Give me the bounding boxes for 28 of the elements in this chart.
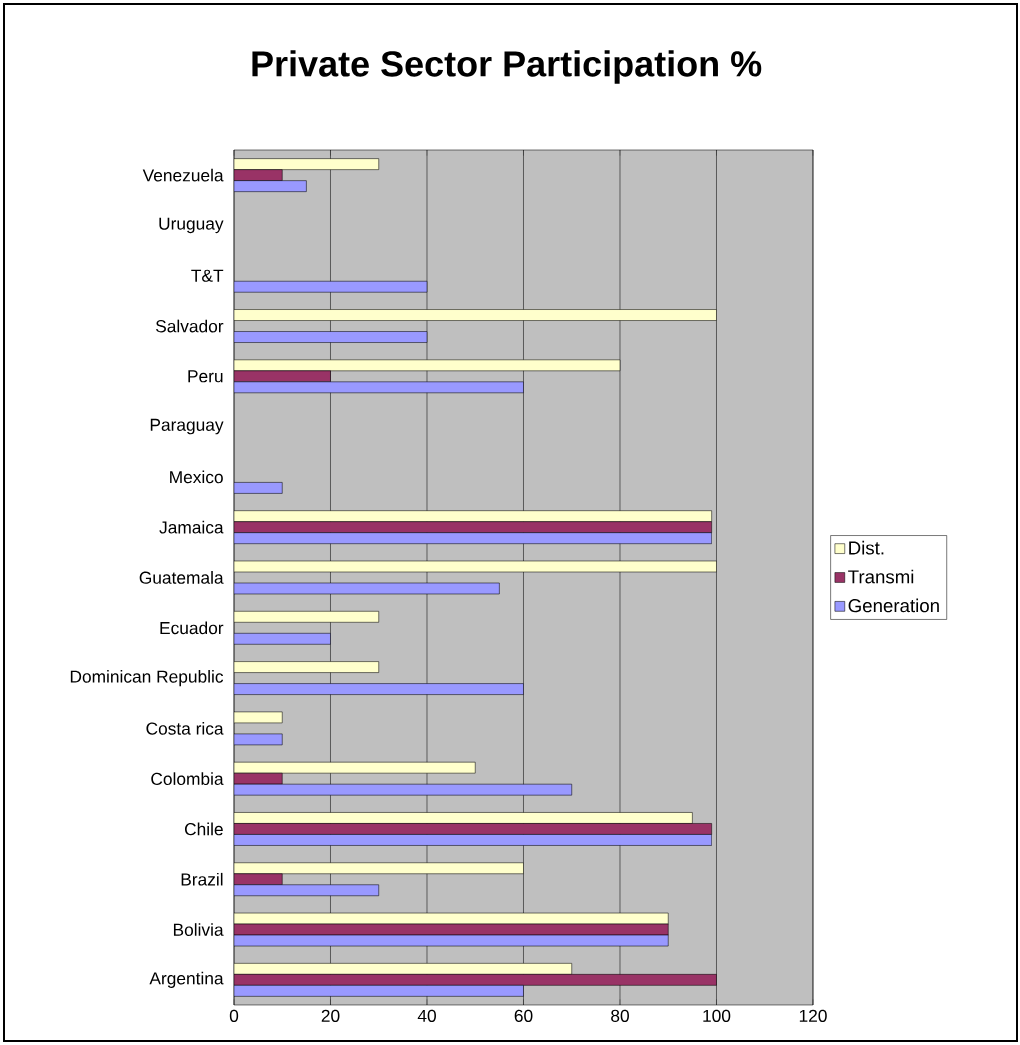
y-tick-label: Salvador bbox=[155, 319, 224, 333]
x-tick-label: 120 bbox=[799, 1009, 827, 1022]
legend-label: Dist. bbox=[849, 540, 884, 555]
y-tick-label: T&T bbox=[191, 269, 224, 282]
y-tick-label: Guatemala bbox=[139, 571, 224, 584]
y-tick-label: Jamaica bbox=[159, 520, 224, 534]
x-tick-label: 100 bbox=[703, 1009, 731, 1022]
y-tick-label: Chile bbox=[184, 822, 223, 836]
y-tick-label: Bolivia bbox=[173, 923, 224, 936]
x-tick-label: 40 bbox=[417, 1009, 436, 1022]
y-tick-label: Paraguay bbox=[150, 418, 224, 435]
legend-label: Generation bbox=[848, 598, 939, 613]
x-tick-label: 0 bbox=[229, 1009, 239, 1022]
y-tick-label: Colombia bbox=[151, 772, 224, 786]
y-tick-label: Costa rica bbox=[146, 722, 224, 735]
y-tick-label: Brazil bbox=[181, 872, 223, 886]
y-tick-label: Dominican Republic bbox=[70, 669, 224, 687]
y-tick-label: Uruguay bbox=[159, 217, 224, 234]
x-tick-label: 80 bbox=[611, 1009, 629, 1022]
y-tick-label: Ecuador bbox=[160, 621, 224, 635]
y-tick-label: Mexico bbox=[170, 470, 223, 484]
chart-title: Private Sector Participation % bbox=[252, 50, 762, 84]
legend-label: Transmi bbox=[848, 569, 914, 584]
x-tick-label: 60 bbox=[514, 1009, 533, 1022]
y-tick-label: Argentina bbox=[149, 971, 224, 988]
x-tick-label: 20 bbox=[321, 1009, 340, 1022]
y-tick-label: Venezuela bbox=[142, 168, 224, 182]
y-tick-label: Peru bbox=[188, 370, 223, 383]
